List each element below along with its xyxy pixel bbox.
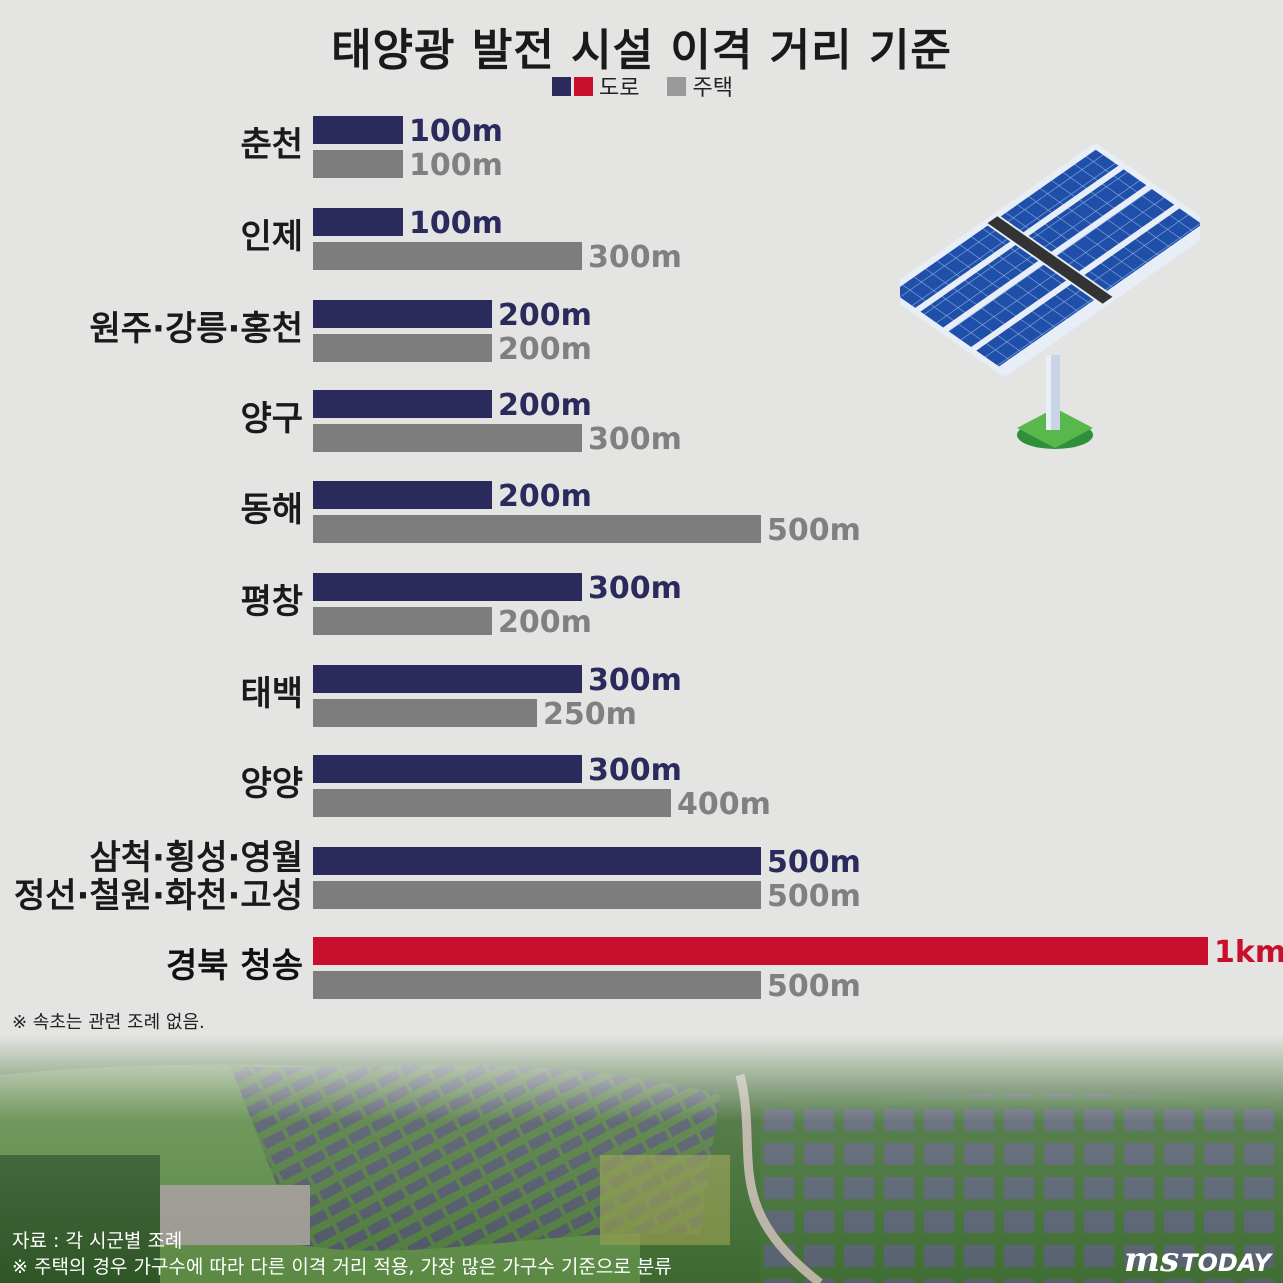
house-bar (313, 242, 582, 270)
road-bar (313, 755, 582, 783)
house-bar (313, 515, 761, 543)
solar-panel-icon (900, 144, 1200, 449)
legend-road-highlight-swatch (574, 76, 593, 96)
note-sokcho: ※ 속초는 관련 조례 없음. (12, 1012, 205, 1033)
legend-road-swatch (552, 76, 571, 96)
road-bar (313, 300, 492, 328)
category-label: 경북 청송 (166, 946, 303, 986)
legend: 도로 주택 (552, 72, 761, 101)
category-label: 동해 (240, 490, 303, 530)
road-value-label: 200m (498, 388, 592, 423)
road-value-label: 200m (498, 298, 592, 333)
category-label: 태백 (240, 674, 303, 714)
category-label: 인제 (240, 217, 303, 257)
house-bar (313, 971, 761, 999)
road-value-label: 100m (409, 206, 503, 241)
category-label: 양양 (240, 764, 303, 804)
house-value-label: 200m (498, 605, 592, 640)
road-bar (313, 847, 761, 875)
house-bar (313, 424, 582, 452)
house-bar (313, 607, 492, 635)
house-value-label: 400m (677, 787, 771, 822)
road-value-label: 300m (588, 663, 682, 698)
source-text: 자료 : 각 시군별 조례 (12, 1230, 183, 1252)
road-bar (313, 390, 492, 418)
road-bar (313, 116, 403, 144)
road-value-label: 1km (1214, 935, 1283, 970)
road-bar (313, 937, 1208, 965)
logo-today: TODAY (1181, 1249, 1271, 1277)
category-label: 평창 (240, 582, 303, 622)
solar-farm-photo (0, 1035, 1283, 1283)
house-value-label: 500m (767, 969, 861, 1004)
road-bar (313, 573, 582, 601)
house-bar (313, 150, 403, 178)
category-label: 원주·강릉·홍천 (89, 309, 303, 349)
mstoday-logo: msTODAY (1124, 1240, 1271, 1280)
legend-house-swatch (667, 76, 687, 96)
house-value-label: 200m (498, 332, 592, 367)
road-value-label: 300m (588, 571, 682, 606)
house-value-label: 250m (543, 697, 637, 732)
legend-road-label: 도로 (599, 76, 640, 101)
category-label: 양구 (240, 399, 303, 439)
house-value-label: 100m (409, 148, 503, 183)
legend-house-label: 주택 (692, 76, 733, 101)
category-label: 춘천 (240, 125, 303, 165)
road-value-label: 100m (409, 114, 503, 149)
road-bar (313, 208, 403, 236)
house-value-label: 300m (588, 422, 682, 457)
house-bar (313, 789, 671, 817)
house-bar (313, 699, 537, 727)
chart-title: 태양광 발전 시설 이격 거리 기준 (331, 25, 952, 76)
road-value-label: 500m (767, 845, 861, 880)
solar-farm-illustration (0, 1035, 1283, 1283)
house-bar (313, 334, 492, 362)
house-value-label: 500m (767, 513, 861, 548)
house-bar (313, 881, 761, 909)
footnote-text: ※ 주택의 경우 가구수에 따라 다른 이격 거리 적용, 가장 많은 가구수 … (12, 1256, 672, 1278)
logo-ms: ms (1123, 1240, 1180, 1280)
house-value-label: 500m (767, 879, 861, 914)
road-bar (313, 665, 582, 693)
road-bar (313, 481, 492, 509)
road-value-label: 300m (588, 753, 682, 788)
category-label: 삼척·횡성·영월 정선·철원·화천·고성 (14, 838, 303, 916)
house-value-label: 300m (588, 240, 682, 275)
road-value-label: 200m (498, 479, 592, 514)
